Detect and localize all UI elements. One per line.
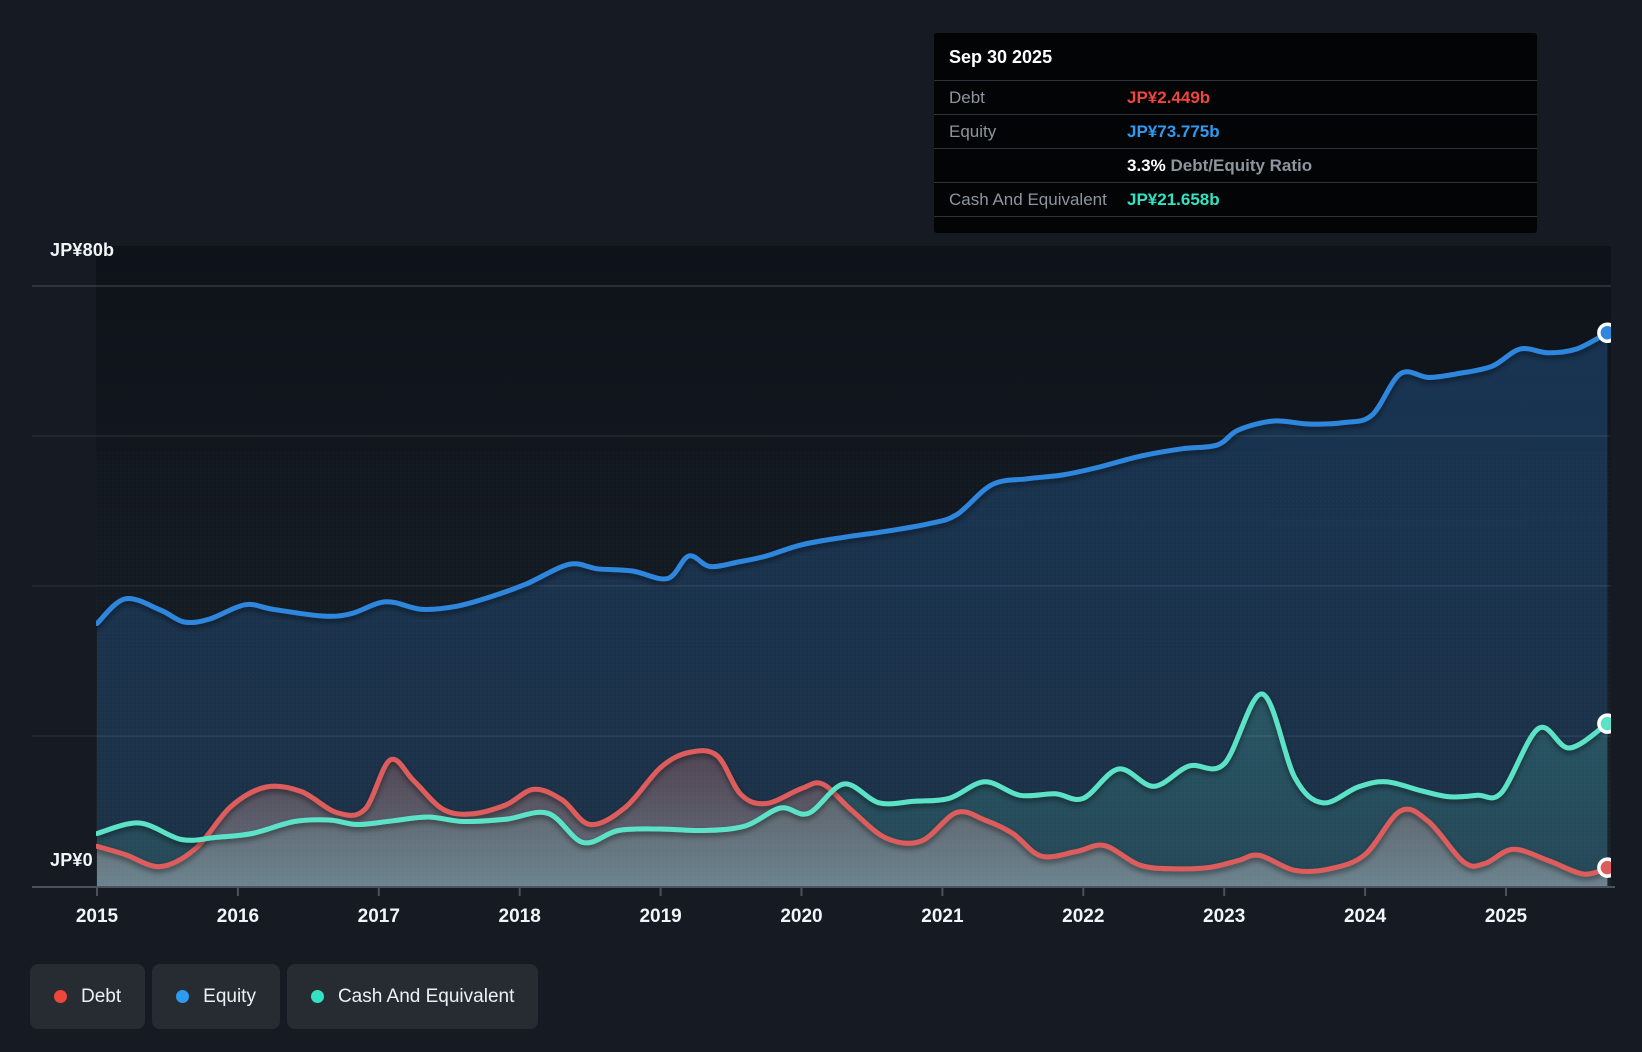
tooltip-cash-value: JP¥21.658b	[1127, 190, 1220, 210]
tooltip-debt-label: Debt	[949, 88, 1127, 108]
cash-end-marker[interactable]	[1599, 715, 1616, 732]
tooltip-bottom-rule	[934, 216, 1537, 233]
tooltip-ratio-value: 3.3%	[1127, 156, 1166, 175]
legend-item-debt[interactable]: Debt	[30, 964, 145, 1029]
x-axis-label-2019: 2019	[639, 906, 681, 927]
x-axis-label-2020: 2020	[780, 906, 822, 927]
legend-equity-label: Equity	[203, 986, 256, 1008]
tooltip-cash-label: Cash And Equivalent	[949, 190, 1127, 210]
tooltip-row-cash: Cash And Equivalent JP¥21.658b	[934, 182, 1537, 216]
legend-item-cash[interactable]: Cash And Equivalent	[287, 964, 538, 1029]
x-axis-label-2018: 2018	[499, 906, 541, 927]
tooltip-ratio-label: Debt/Equity Ratio	[1170, 156, 1312, 175]
x-axis-label-2024: 2024	[1344, 906, 1387, 927]
chart-legend: Debt Equity Cash And Equivalent	[30, 964, 538, 1029]
x-axis-label-2021: 2021	[921, 906, 964, 927]
tooltip-row-ratio: 3.3% Debt/Equity Ratio	[934, 148, 1537, 182]
chart-tooltip: Sep 30 2025 Debt JP¥2.449b Equity JP¥73.…	[934, 33, 1537, 233]
tooltip-equity-label: Equity	[949, 122, 1127, 142]
cash-dot-icon	[311, 990, 324, 1003]
x-axis-label-2023: 2023	[1203, 906, 1245, 927]
equity-dot-icon	[176, 990, 189, 1003]
x-axis-label-2025: 2025	[1485, 906, 1528, 927]
page-background: 2015 2016 2017 2018 2019 2020 2021 2022 2023 2024…	[0, 0, 1642, 1052]
legend-debt-label: Debt	[81, 986, 121, 1008]
tooltip-row-equity: Equity JP¥73.775b	[934, 114, 1537, 148]
tooltip-debt-value: JP¥2.449b	[1127, 88, 1210, 108]
y-axis-label-zero: JP¥0	[50, 850, 93, 871]
x-axis-label-2016: 2016	[217, 906, 259, 927]
equity-end-marker[interactable]	[1599, 324, 1616, 341]
legend-item-equity[interactable]: Equity	[152, 964, 280, 1029]
tooltip-date: Sep 30 2025	[934, 33, 1537, 80]
tooltip-ratio: 3.3% Debt/Equity Ratio	[1127, 156, 1312, 176]
debt-end-marker[interactable]	[1599, 859, 1616, 876]
x-axis-label-2022: 2022	[1062, 906, 1104, 927]
tooltip-equity-value: JP¥73.775b	[1127, 122, 1220, 142]
x-axis-label-2017: 2017	[358, 906, 400, 927]
x-axis-label-2015: 2015	[76, 906, 119, 927]
debt-dot-icon	[54, 990, 67, 1003]
legend-cash-label: Cash And Equivalent	[338, 986, 514, 1008]
tooltip-row-debt: Debt JP¥2.449b	[934, 80, 1537, 114]
y-axis-label-top: JP¥80b	[50, 240, 114, 261]
